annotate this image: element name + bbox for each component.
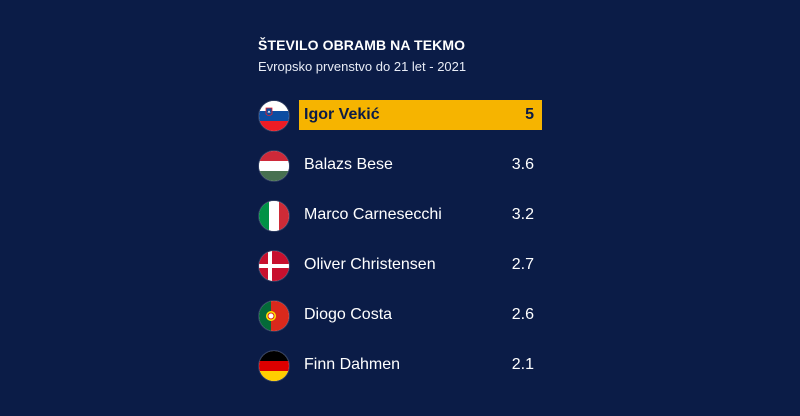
panel-subtitle: Evropsko prvenstvo do 21 let - 2021 — [258, 59, 467, 74]
player-value: 2.6 — [511, 306, 534, 323]
player-name: Oliver Christensen — [304, 256, 436, 273]
portugal-flag-icon — [259, 301, 289, 331]
player-row-bese: Balazs Bese 3.6 — [258, 150, 548, 200]
player-name: Diogo Costa — [304, 306, 393, 323]
player-value: 2.7 — [511, 256, 534, 273]
player-value: 2.1 — [511, 356, 534, 373]
player-name: Marco Carnesecchi — [304, 206, 442, 223]
player-value: 3.2 — [511, 206, 534, 223]
player-name: Finn Dahmen — [304, 356, 401, 373]
player-row-dahmen: Finn Dahmen 2.1 — [258, 350, 548, 400]
player-row-christensen: Oliver Christensen 2.7 — [258, 250, 548, 300]
player-row-carnesecchi: Marco Carnesecchi 3.2 — [258, 200, 548, 250]
denmark-flag-icon — [259, 251, 289, 281]
player-list: Igor Vekić 5 Balazs Bese 3.6 — [258, 100, 548, 400]
player-value: 5 — [525, 106, 534, 123]
player-name: Igor Vekić — [304, 106, 380, 123]
italy-flag-icon — [259, 201, 289, 231]
hungary-flag-icon — [259, 151, 289, 181]
germany-flag-icon — [259, 351, 289, 381]
stats-panel: ŠTEVILO OBRAMB NA TEKMO Evropsko prvenst… — [258, 36, 548, 381]
player-value: 3.6 — [511, 156, 534, 173]
player-row-vekic: Igor Vekić 5 — [258, 100, 548, 150]
highlight-bar — [299, 100, 542, 130]
slovenia-flag-icon — [259, 101, 289, 131]
player-row-costa: Diogo Costa 2.6 — [258, 300, 548, 350]
panel-title: ŠTEVILO OBRAMB NA TEKMO — [258, 37, 466, 53]
player-name: Balazs Bese — [304, 156, 393, 173]
